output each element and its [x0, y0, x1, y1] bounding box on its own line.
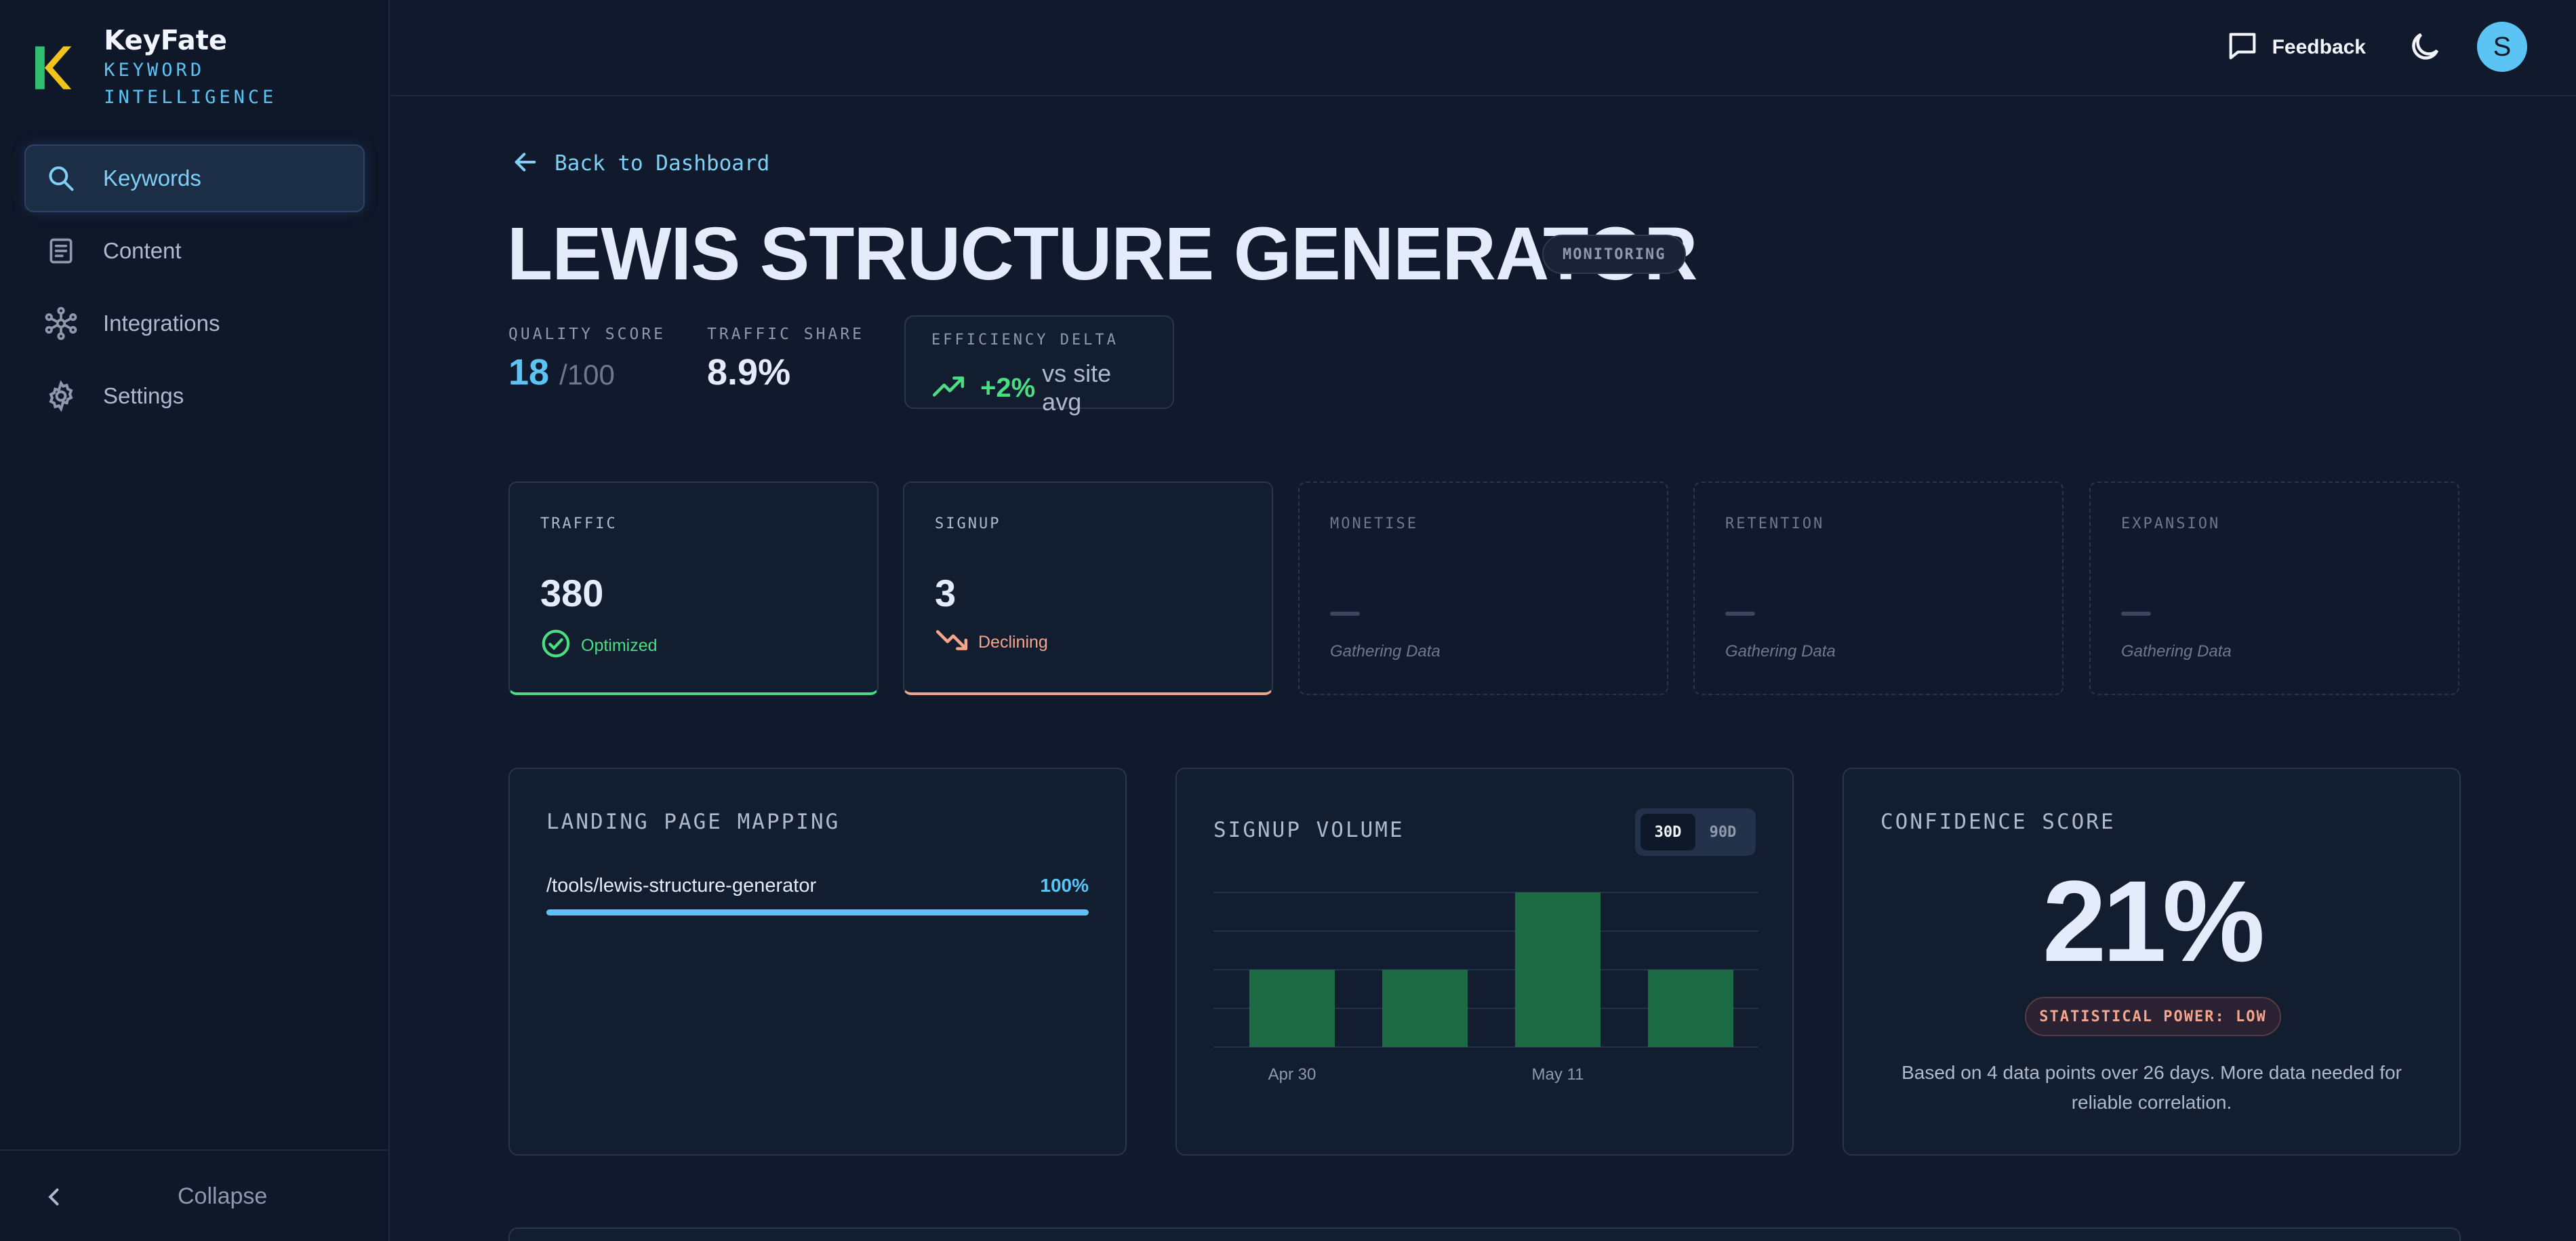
- chart-bar[interactable]: [1249, 970, 1335, 1047]
- brand-tagline: KEYWORD INTELLIGENCE: [104, 60, 277, 108]
- trending-up-icon: [931, 374, 965, 402]
- feedback-label: Feedback: [2272, 36, 2366, 58]
- confidence-score-value: 21%: [2042, 857, 2265, 986]
- quality-score-value: 18: [508, 352, 550, 393]
- statistical-power-badge: STATISTICAL POWER: LOW: [2025, 997, 2281, 1036]
- funnel-card-status: Declining: [978, 633, 1048, 652]
- quality-score-label: QUALITY SCORE: [508, 326, 666, 343]
- funnel-card-label: TRAFFIC: [540, 515, 618, 532]
- landing-page-progress-fill: [546, 909, 1089, 915]
- funnel-card-status: Gathering Data: [1330, 642, 1441, 661]
- chart-tick-label: May 11: [1532, 1065, 1584, 1084]
- funnel-card-signup[interactable]: SIGNUP 3 Declining: [903, 481, 1273, 695]
- traffic-share-value: 8.9%: [707, 352, 791, 393]
- panel-title: CONFIDENCE SCORE: [1880, 810, 2116, 834]
- page-title: LEWIS STRUCTURE GENERATOR: [507, 212, 1697, 296]
- funnel-card-value: —: [2121, 612, 2151, 616]
- sidebar-item-label: Keywords: [103, 165, 201, 191]
- range-90d-button[interactable]: 90D: [1709, 823, 1737, 841]
- back-label: Back to Dashboard: [555, 151, 770, 176]
- sidebar-item-keywords[interactable]: Keywords: [24, 144, 365, 212]
- efficiency-delta-suffix: vs site avg: [1042, 359, 1112, 416]
- chat-bubble-icon: [2225, 28, 2260, 67]
- panel-title: SIGNUP VOLUME: [1213, 818, 1405, 842]
- funnel-card-value: —: [1725, 612, 1755, 616]
- range-toggle: 30D 90D: [1635, 808, 1756, 856]
- landing-page-path[interactable]: /tools/lewis-structure-generator: [546, 875, 817, 897]
- topbar: Feedback S: [391, 0, 2576, 96]
- sidebar-item-label: Content: [103, 238, 182, 263]
- confidence-score-panel: CONFIDENCE SCORE 21% STATISTICAL POWER: …: [1843, 768, 2461, 1156]
- traffic-share-stat: TRAFFIC SHARE 8.9%: [707, 326, 864, 393]
- trending-down-icon: [935, 628, 969, 657]
- quality-score-stat: QUALITY SCORE 18 /100: [508, 326, 666, 393]
- funnel-card-label: SIGNUP: [935, 515, 1001, 532]
- sidebar: KeyFate KEYWORD INTELLIGENCE Keywords Co…: [0, 0, 390, 1241]
- avatar[interactable]: S: [2477, 22, 2527, 72]
- funnel-card-expansion: EXPANSION — Gathering Data: [2089, 481, 2459, 695]
- sidebar-nav: Keywords Content Integrations Settings: [24, 144, 365, 435]
- signup-volume-chart: Apr 30 May 11: [1213, 892, 1758, 1084]
- funnel-card-value: 380: [540, 572, 604, 614]
- confidence-note: Based on 4 data points over 26 days. Mor…: [1901, 1062, 2402, 1113]
- landing-page-mapping-panel: LANDING PAGE MAPPING /tools/lewis-struct…: [508, 768, 1127, 1156]
- efficiency-delta-label: EFFICIENCY DELTA: [931, 332, 1119, 349]
- collapse-button[interactable]: Collapse: [0, 1149, 390, 1241]
- sidebar-item-settings[interactable]: Settings: [24, 362, 365, 430]
- status-badge: MONITORING: [1542, 235, 1687, 274]
- funnel-card-traffic[interactable]: TRAFFIC 380 Optimized: [508, 481, 879, 695]
- collapse-label: Collapse: [178, 1183, 268, 1209]
- search-icon: [41, 158, 81, 199]
- efficiency-delta-card: EFFICIENCY DELTA +2% vs site avg: [904, 315, 1174, 416]
- funnel-card-monetise: MONETISE — Gathering Data: [1298, 481, 1668, 695]
- chart-tick-label: Apr 30: [1268, 1065, 1316, 1084]
- document-icon: [41, 231, 81, 271]
- brand-name: KeyFate: [104, 25, 227, 56]
- funnel-card-value: 3: [935, 572, 957, 614]
- check-circle-icon: [540, 628, 571, 664]
- chevron-left-icon: [42, 1183, 66, 1214]
- traffic-share-label: TRAFFIC SHARE: [707, 326, 865, 343]
- landing-page-progress-track: [546, 909, 1089, 915]
- funnel-card-label: EXPANSION: [2121, 515, 2221, 532]
- funnel-card-retention: RETENTION — Gathering Data: [1693, 481, 2064, 695]
- funnel-card-label: MONETISE: [1330, 515, 1418, 532]
- efficiency-delta-value: +2%: [980, 372, 1036, 403]
- sidebar-item-label: Settings: [103, 383, 184, 408]
- funnel-card-status: Gathering Data: [1725, 642, 1836, 661]
- chart-bar[interactable]: [1648, 970, 1733, 1047]
- chart-bar[interactable]: [1382, 970, 1468, 1047]
- arrow-left-icon: [510, 149, 541, 179]
- feedback-button[interactable]: Feedback: [2225, 27, 2366, 68]
- chart-bar[interactable]: [1515, 892, 1601, 1047]
- funnel-card-status: Optimized: [581, 636, 658, 655]
- sidebar-item-label: Integrations: [103, 311, 220, 336]
- gear-icon: [41, 376, 81, 416]
- quality-score-max: /100: [559, 359, 615, 391]
- brand[interactable]: KeyFate KEYWORD INTELLIGENCE: [34, 25, 388, 108]
- range-30d-button[interactable]: 30D: [1641, 814, 1695, 850]
- funnel-card-status: Gathering Data: [2121, 642, 2232, 661]
- panel-title: LANDING PAGE MAPPING: [546, 810, 841, 834]
- landing-page-percent: 100%: [1040, 875, 1089, 896]
- network-icon: [41, 303, 81, 344]
- keyfate-logo: [35, 46, 72, 90]
- funnel-card-value: —: [1330, 612, 1360, 616]
- back-to-dashboard-link[interactable]: Back to Dashboard: [510, 146, 769, 181]
- signup-volume-panel: SIGNUP VOLUME 30D 90D Apr 30 May 11: [1175, 768, 1794, 1156]
- next-section-card: [508, 1227, 2461, 1241]
- sidebar-item-content[interactable]: Content: [24, 217, 365, 285]
- sidebar-item-integrations[interactable]: Integrations: [24, 290, 365, 357]
- moon-icon[interactable]: [2407, 28, 2443, 68]
- funnel-card-label: RETENTION: [1725, 515, 1825, 532]
